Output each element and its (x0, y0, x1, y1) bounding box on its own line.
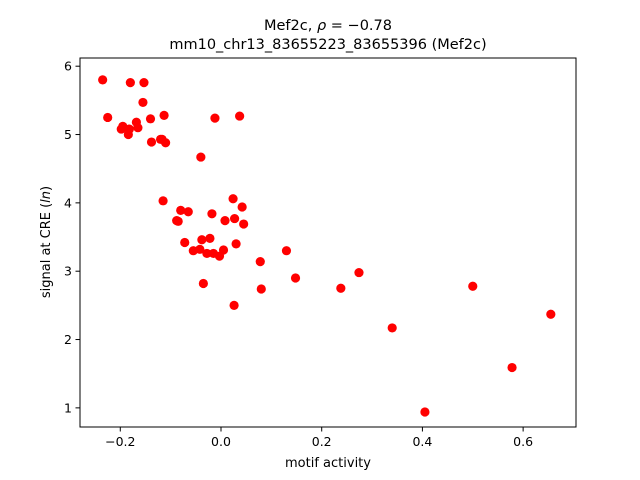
axes-frame (79, 57, 577, 428)
x-tick-label: 0.0 (211, 434, 231, 449)
data-point (146, 137, 157, 147)
chart-title-line1: Mef2c, ρ = −0.78 (264, 18, 392, 34)
data-point (197, 235, 207, 245)
y-axis-label-ln: ln (39, 191, 54, 203)
data-point (125, 78, 135, 88)
chart-title-rho: ρ (317, 18, 327, 34)
plot-area: −0.2 0.0 0.2 0.4 0.6 1 2 3 4 5 6 (64, 57, 577, 449)
data-point (195, 244, 205, 254)
data-point (180, 237, 190, 248)
y-tick-label: 2 (64, 332, 72, 347)
data-point (183, 207, 193, 217)
data-point (158, 196, 168, 206)
data-point (173, 216, 183, 226)
data-point (220, 216, 230, 226)
data-point (228, 194, 238, 204)
data-point (207, 209, 217, 219)
data-point (237, 202, 247, 212)
y-tick-label: 1 (64, 400, 72, 415)
data-point (354, 267, 364, 278)
data-point (198, 278, 208, 289)
data-point (161, 138, 171, 148)
data-point (507, 362, 517, 373)
data-point (176, 205, 186, 215)
chart-title-prefix: Mef2c, (264, 18, 317, 34)
data-point (124, 124, 134, 134)
data-point (387, 323, 397, 333)
x-axis-label: motif activity (285, 456, 371, 471)
y-tick-label: 5 (64, 127, 72, 142)
data-point (546, 309, 556, 319)
y-axis-ticks: 1 2 3 4 5 6 (64, 59, 80, 415)
data-point (218, 245, 229, 255)
data-point (202, 248, 212, 259)
y-tick-label: 6 (64, 59, 72, 74)
data-point (239, 219, 249, 229)
y-tick-label: 4 (64, 195, 72, 210)
chart-title-suffix: = −0.78 (326, 18, 392, 34)
data-point (290, 273, 301, 283)
data-point (210, 113, 220, 123)
data-point (231, 239, 241, 249)
data-point (139, 78, 149, 88)
chart-title-line2: mm10_chr13_83655223_83655396 (Mef2c) (169, 37, 486, 53)
data-point (145, 114, 156, 124)
x-tick-label: 0.2 (312, 434, 332, 449)
data-point (159, 110, 169, 120)
data-point (98, 75, 108, 85)
y-axis-label: signal at CRE (ln) (39, 186, 54, 298)
data-point (229, 213, 240, 224)
y-axis-label-suffix: ) (39, 186, 54, 191)
data-point (196, 152, 206, 162)
data-points (98, 75, 556, 417)
x-tick-label: 0.6 (513, 434, 533, 449)
data-point (256, 284, 266, 294)
data-point (468, 281, 478, 291)
data-point (281, 246, 292, 256)
data-point (336, 283, 346, 293)
y-axis-label-prefix: signal at CRE ( (39, 203, 54, 298)
x-axis-ticks: −0.2 0.0 0.2 0.4 0.6 (105, 427, 533, 449)
data-point (133, 123, 143, 133)
data-point (420, 407, 430, 417)
data-point (205, 233, 215, 243)
data-point (138, 97, 148, 108)
y-tick-label: 3 (64, 264, 72, 279)
data-point (103, 112, 113, 123)
data-point (229, 300, 239, 310)
x-tick-label: −0.2 (105, 434, 135, 449)
x-tick-label: 0.4 (412, 434, 432, 449)
data-point (255, 257, 265, 267)
data-point (235, 111, 245, 121)
